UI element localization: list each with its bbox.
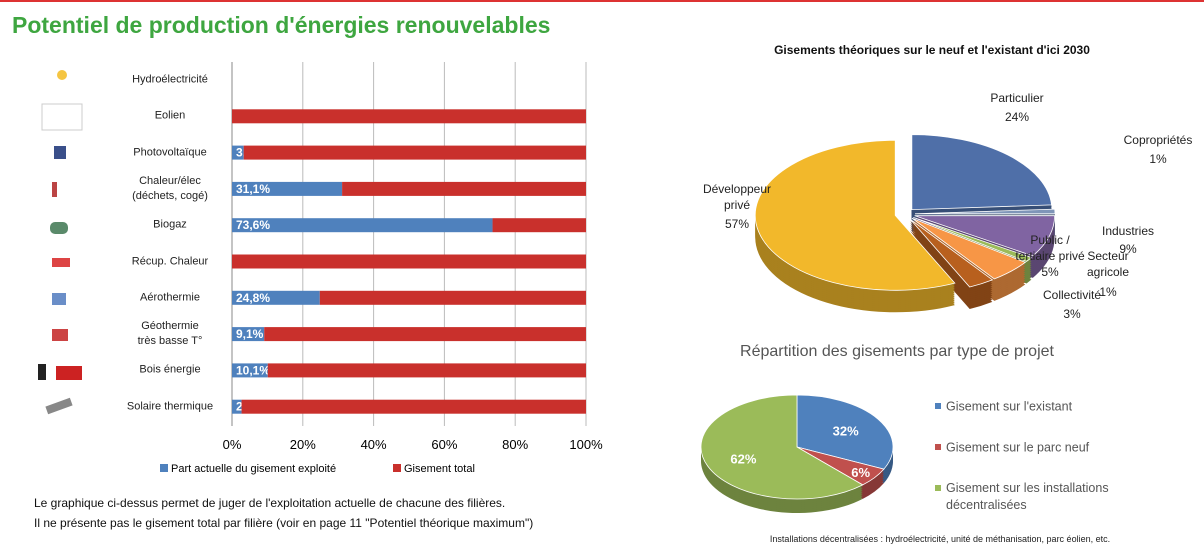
note: Il ne présente pas le gisement total par… (34, 516, 534, 530)
x-tick-label: 20% (290, 437, 316, 452)
pie-slice (754, 139, 956, 291)
category-label: Géothermie très basse T° (137, 320, 203, 348)
pie-slice (796, 394, 894, 470)
slice-name: Développeur privé (702, 181, 772, 212)
pie-slice (913, 216, 1033, 262)
bar-segment (232, 218, 493, 233)
slice-name: Secteur agricole (1086, 248, 1130, 279)
value-label: 31,1% (236, 182, 270, 196)
slice-name: Industries (1101, 223, 1155, 238)
chart-title: Répartition des gisements par type de pr… (740, 343, 1055, 360)
page-title: Potentiel de production d'énergies renou… (12, 12, 551, 38)
pie-slice (909, 218, 994, 288)
slice-name: Particulier (990, 90, 1044, 105)
bar-segment (232, 399, 242, 414)
bar-segment (232, 181, 343, 196)
bar-segment (232, 290, 320, 305)
legend-label: Gisement total (404, 463, 475, 475)
category-label: Aérothermie (140, 291, 200, 304)
slice-value: 1% (1149, 151, 1167, 166)
pie-slice (911, 217, 1027, 280)
value-label: 73,6% (236, 218, 270, 232)
x-tick-label: 100% (569, 437, 603, 452)
bar-segment (232, 145, 244, 160)
slice-name: Public / tertiaire privé (1015, 232, 1085, 263)
bar-segment (267, 363, 586, 378)
bar-segment (232, 254, 586, 269)
legend-swatch (935, 444, 941, 450)
legend-swatch (160, 464, 168, 472)
legend-swatch (393, 464, 401, 472)
bar-segment (342, 181, 586, 196)
legend-swatch (935, 485, 941, 491)
bar-segment (492, 218, 586, 233)
value-label: 32% (833, 423, 859, 438)
slice-value: 5% (1041, 264, 1059, 279)
x-tick-label: 60% (431, 437, 457, 452)
bar-segment (232, 109, 586, 124)
slice-value: 1% (1099, 284, 1117, 299)
category-label: Biogaz (153, 218, 187, 231)
category-label: Bois énergie (139, 363, 201, 376)
slice-name: Collectivité (1042, 287, 1102, 302)
chart-title: Gisements théoriques sur le neuf et l'ex… (774, 43, 1090, 57)
value-label: 24,8% (236, 291, 270, 305)
legend-label: Part actuelle du gisement exploité (171, 463, 336, 475)
slice-value: 3% (1063, 306, 1081, 321)
icons (38, 70, 83, 415)
value-label: 62% (730, 451, 756, 466)
category-label: Chaleur/élec (déchets, cogé) (132, 175, 208, 202)
bar-segment (319, 290, 586, 305)
note: Le graphique ci-dessus permet de juger d… (34, 496, 506, 510)
value-label: 9,1% (236, 327, 264, 341)
bar-segment (232, 363, 268, 378)
value-label: 10,1% (236, 363, 270, 377)
slice-value: 24% (1004, 109, 1030, 124)
pie-slice (914, 215, 1056, 257)
pie-slice (700, 394, 864, 500)
legend-label: Gisement sur les installations décentral… (946, 481, 1109, 512)
pie-slice (911, 134, 1053, 211)
category-label: Eolien (154, 109, 186, 122)
x-tick-label: 40% (361, 437, 387, 452)
bar-segment (241, 399, 587, 414)
legend-label: Gisement sur l'existant (946, 399, 1073, 414)
category-label: Solaire thermique (126, 400, 214, 413)
pie-slice (914, 208, 1056, 215)
bar-segment (232, 327, 265, 342)
x-tick-label: 80% (502, 437, 528, 452)
category-label: Récup. Chaleur (131, 255, 209, 268)
slice-value: 57% (724, 216, 750, 231)
legend-label: Gisement sur le parc neuf (946, 440, 1090, 455)
chart-note: Installations décentralisées : hydroélec… (769, 533, 1111, 544)
bar-segment (264, 327, 586, 342)
legend-swatch (935, 403, 941, 409)
bar-segment (243, 145, 586, 160)
slice-name: Copropriétés (1123, 132, 1193, 147)
slice-value: 9% (1119, 241, 1137, 256)
category-label: Photovoltaïque (133, 146, 207, 159)
x-tick-label: 0% (223, 437, 242, 452)
value-label: 6% (851, 465, 870, 480)
category-label: Hydroélectricité (132, 73, 208, 86)
